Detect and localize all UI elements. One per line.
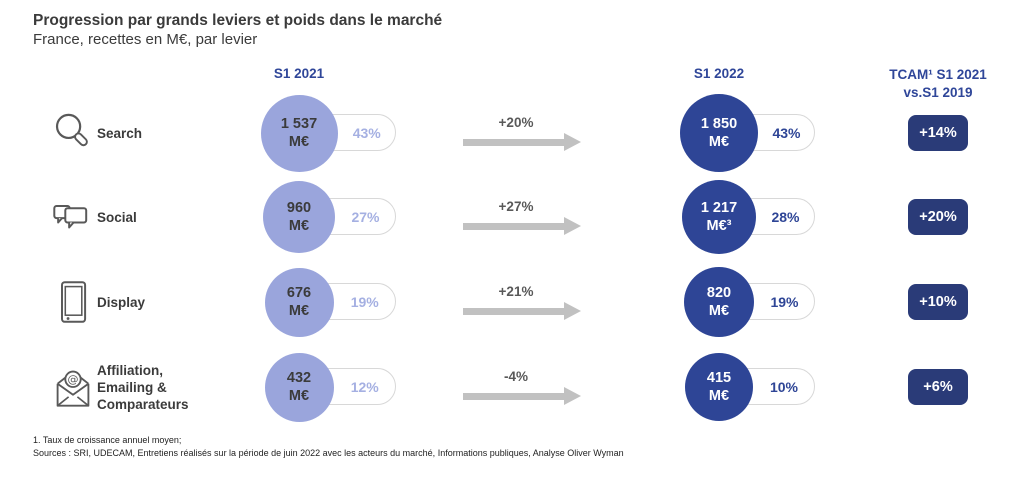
lever-label: Affiliation, Emailing & Comparateurs [97,362,189,412]
column-header-s1-2022: S1 2022 [693,66,745,81]
revenue-circle-2021: 432 M€ [264,352,334,422]
footnote-1: 1. Taux de croissance annuel moyen; [33,435,182,445]
growth-arrow: -4% [460,344,586,430]
growth-label: -4% [503,369,528,384]
revenue-circle-2021: 960 M€ [263,181,335,253]
column-header-tcam: TCAM¹ S1 2021 vs.S1 2019 [863,66,1013,102]
lever-row-social: Social 27% 960 M€ +27% 28% 1 217 M€³ +20… [0,174,1025,260]
revenue-circle-2021: 1 537 M€ [260,94,338,172]
tcam-badge: +6% [908,369,968,405]
growth-label: +21% [498,284,534,299]
tcam-badge: +14% [908,115,968,151]
growth-arrow: +20% [460,90,586,176]
lever-row-affiliation: @ Affiliation, Emailing & Comparateurs 1… [0,344,1025,430]
chat-bubbles-icon [51,195,95,239]
footnote-sources: Sources : SRI, UDECAM, Entretiens réalis… [33,448,624,458]
growth-arrow: +27% [460,174,586,260]
revenue-circle-2022: 1 217 M€³ [682,180,756,254]
column-header-s1-2021: S1 2021 [273,66,325,81]
column-header-tcam-line1: TCAM¹ S1 2021 [889,67,987,82]
revenue-circle-2022: 415 M€ [685,353,753,421]
revenue-circle-2022: 820 M€ [684,267,754,337]
footnotes: 1. Taux de croissance annuel moyen; Sour… [33,434,624,460]
lever-label: Search [97,125,143,141]
search-icon [51,111,95,155]
column-header-tcam-line2: vs.S1 2019 [903,85,973,100]
lever-label: Display [97,294,146,310]
envelope-at-icon: @ [51,365,95,409]
lever-row-display: Display 19% 676 M€ +21% 19% 820 M€ +10% [0,259,1025,345]
lever-label: Social [97,209,137,225]
revenue-circle-2022: 1 850 M€ [680,94,758,172]
lever-row-search: Search 43% 1 537 M€ +20% 43% 1 850 M€ +1… [0,90,1025,176]
page-subtitle: France, recettes en M€, par levier [33,31,258,48]
revenue-circle-2021: 676 M€ [264,267,334,337]
growth-arrow: +21% [460,259,586,345]
growth-label: +20% [498,115,534,130]
tcam-badge: +10% [908,284,968,320]
page-title: Progression par grands leviers et poids … [33,12,443,29]
svg-text:@: @ [68,373,79,386]
tablet-icon [51,280,95,324]
tcam-badge: +20% [908,199,968,235]
growth-label: +27% [498,199,534,214]
